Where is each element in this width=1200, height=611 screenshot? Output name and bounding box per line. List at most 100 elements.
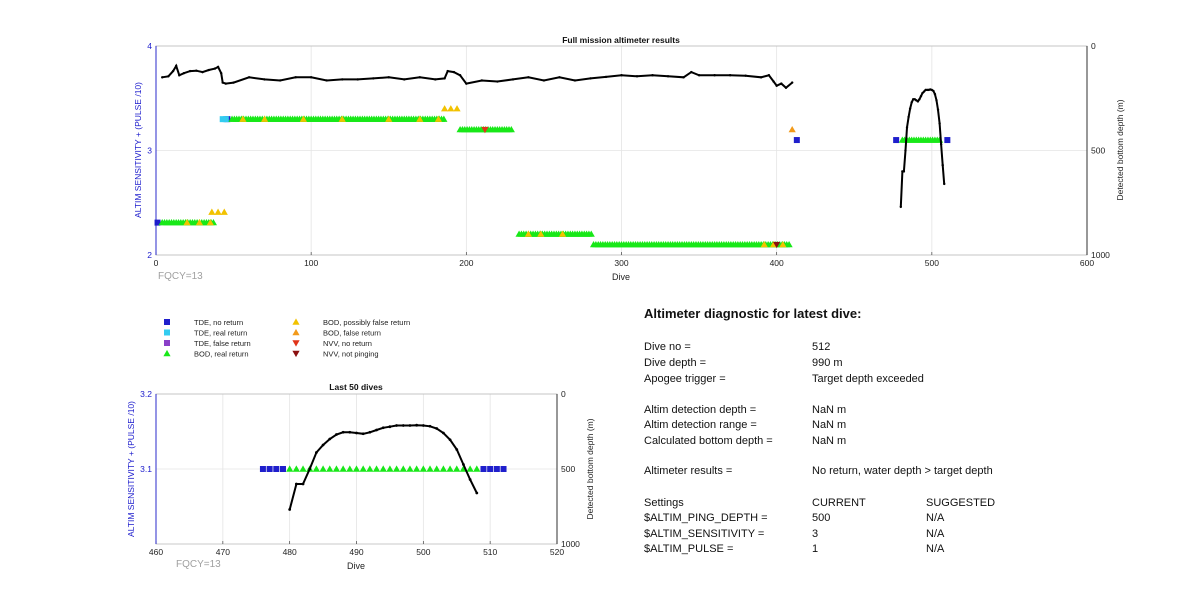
diagnostic-value: 990 m	[812, 357, 843, 369]
bottom-depth-point	[899, 205, 902, 209]
bottom-depth-point	[232, 81, 235, 84]
diagnostic-value: Target depth exceeded	[812, 373, 924, 385]
bottom-depth-point	[651, 74, 654, 77]
legend-label: TDE, no return	[194, 318, 243, 327]
data-marker	[366, 465, 374, 472]
mission-chart: 0 100 200 300 400 500 600 2 3 4 1000 500 0 Full miss…	[133, 35, 1125, 282]
legend-marker	[292, 318, 300, 325]
bottom-depth-point	[558, 76, 561, 79]
bottom-depth-point	[341, 78, 344, 81]
mission-chart-ylabel: ALTIM SENSITIVITY + (PULSE /10)	[133, 82, 143, 218]
data-marker	[259, 466, 266, 472]
bottom-depth-point	[907, 115, 910, 119]
x-tick-label: 500	[416, 547, 430, 557]
bottom-depth-point	[388, 425, 392, 429]
data-marker	[326, 465, 334, 472]
data-marker	[332, 465, 341, 472]
bottom-depth-point	[219, 71, 223, 75]
bottom-depth-point	[361, 432, 365, 436]
settings-suggested: N/A	[926, 512, 945, 524]
data-marker	[493, 466, 500, 472]
legend-label: NVV, no return	[323, 339, 372, 348]
bottom-depth-point	[182, 71, 186, 75]
data-marker	[440, 115, 448, 122]
bottom-depth-point	[744, 74, 747, 77]
data-marker	[359, 465, 367, 472]
data-marker	[399, 465, 407, 472]
data-marker	[524, 230, 532, 237]
bottom-depth-point	[767, 74, 771, 77]
bottom-depth-point	[435, 427, 439, 430]
bottom-depth-point	[682, 76, 685, 79]
bottom-depth-point	[784, 86, 788, 90]
y2-tick-label: 500	[561, 464, 575, 474]
bottom-depth-point	[213, 67, 217, 70]
mission-chart-xlabel: Dive	[612, 272, 630, 282]
bottom-depth-point	[922, 90, 926, 93]
bottom-depth-point	[465, 82, 468, 85]
data-marker	[507, 126, 515, 133]
data-marker	[466, 465, 474, 472]
data-marker	[441, 105, 449, 112]
data-marker	[299, 115, 308, 122]
bottom-depth-point	[542, 79, 546, 82]
legend-marker	[292, 328, 300, 336]
y-tick-label: 3.2	[140, 389, 152, 399]
bottom-depth-point	[201, 70, 204, 74]
legend-marker	[292, 350, 300, 358]
data-marker	[219, 116, 226, 123]
bottom-depth-point	[408, 424, 412, 427]
x-tick-label: 480	[283, 547, 297, 557]
data-marker	[154, 219, 161, 226]
data-marker	[480, 466, 487, 472]
bottom-depth-point	[263, 78, 266, 81]
bottom-depth-point	[933, 92, 937, 96]
bottom-depth-point	[195, 69, 198, 72]
bottom-depth-point	[910, 101, 913, 104]
data-marker	[339, 465, 347, 472]
data-marker	[372, 465, 381, 472]
bottom-depth-point	[468, 478, 472, 481]
bottom-depth-point	[441, 431, 445, 435]
diagnostic-title: Altimeter diagnostic for latest dive:	[644, 306, 862, 321]
settings-label: $ALTIM_PING_DEPTH =	[644, 512, 768, 524]
legend-label: BOD, real return	[194, 350, 249, 359]
x-tick-label: 460	[149, 547, 163, 557]
x-tick-label: 510	[483, 547, 497, 557]
diagnostic-value: NaN m	[812, 435, 847, 447]
bottom-depth-point	[905, 126, 909, 129]
data-marker	[195, 219, 204, 226]
bottom-depth-point	[941, 163, 944, 167]
mission-chart-y2label: Detected bottom depth (m)	[1115, 99, 1125, 200]
x-tick-label: 0	[154, 258, 159, 268]
bottom-depth-point	[341, 430, 345, 434]
x-tick-label: 100	[304, 258, 318, 268]
bottom-depth-point	[511, 78, 515, 81]
bottom-depth-point	[790, 81, 794, 84]
data-marker	[413, 465, 421, 472]
data-marker	[386, 465, 394, 472]
x-tick-label: 470	[216, 547, 230, 557]
y2-tick-label: 500	[1091, 146, 1105, 156]
last50-chart-fqcy-annotation: FQCY=13	[176, 559, 221, 570]
bottom-depth-point	[174, 64, 178, 68]
legend-label: NVV, not pinging	[323, 350, 379, 359]
bottom-depth-point	[418, 76, 421, 79]
settings-label: $ALTIM_PULSE =	[644, 543, 734, 555]
legend-marker	[163, 349, 171, 357]
bottom-depth-point	[939, 143, 943, 146]
settings-header-label: Settings	[644, 497, 684, 509]
x-tick-label: 600	[1080, 258, 1094, 268]
data-marker	[558, 230, 567, 237]
x-tick-label: 300	[614, 258, 628, 268]
bottom-depth-point	[908, 107, 912, 110]
legend-label: TDE, real return	[194, 329, 247, 338]
data-marker	[393, 465, 401, 472]
bottom-depth-point	[666, 75, 670, 78]
data-marker	[893, 137, 900, 144]
bottom-depth-line	[899, 88, 946, 207]
bottom-depth-point	[328, 437, 332, 441]
mission-chart-title: Full mission altimeter results	[562, 35, 680, 45]
data-marker	[760, 240, 768, 248]
data-marker	[434, 115, 443, 122]
